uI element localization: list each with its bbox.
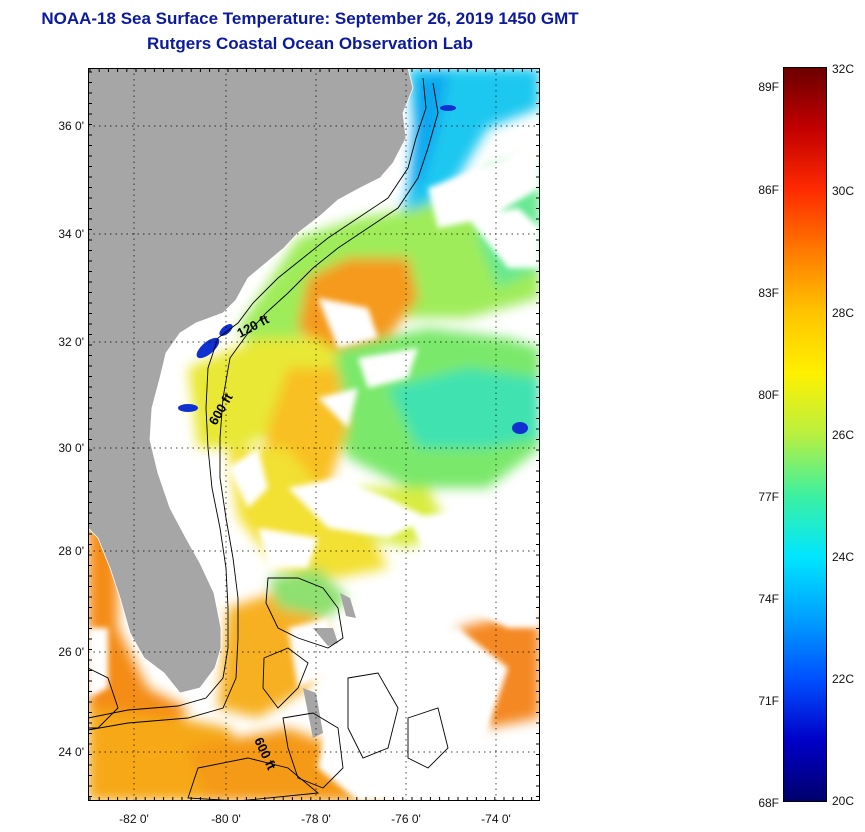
- map-frame: [88, 68, 540, 801]
- cb-f-83: 83F: [758, 286, 779, 300]
- cb-f-80: 80F: [758, 388, 779, 402]
- lon-label-82: -82 0': [119, 812, 149, 826]
- sst-map: 120 ft 600 ft 600 ft: [88, 68, 540, 801]
- cb-f-71: 71F: [758, 694, 779, 708]
- lat-label-32: 32 0': [58, 335, 84, 349]
- lat-label-30: 30 0': [58, 441, 84, 455]
- cb-c-24: 24C: [832, 550, 855, 564]
- cb-f-89: 89F: [758, 80, 779, 94]
- lon-label-78: -78 0': [301, 812, 331, 826]
- lat-label-24: 24 0': [58, 745, 84, 759]
- cb-f-68: 68F: [758, 796, 779, 810]
- lat-label-34: 34 0': [58, 227, 84, 241]
- cb-c-26: 26C: [832, 428, 855, 442]
- cb-f-86: 86F: [758, 183, 779, 197]
- map-title: NOAA-18 Sea Surface Temperature: Septemb…: [41, 9, 579, 28]
- cb-c-22: 22C: [832, 672, 855, 686]
- bathymetry-contours: [88, 77, 449, 801]
- cold-spots: [178, 105, 528, 434]
- frame-ticks: [88, 68, 540, 801]
- land-islands: [168, 563, 356, 738]
- map-subtitle: Rutgers Coastal Ocean Observation Lab: [147, 34, 473, 53]
- lon-label-76: -76 0': [391, 812, 421, 826]
- temperature-colorbar: [783, 67, 827, 802]
- cb-f-77: 77F: [758, 490, 779, 504]
- cloud-gaps: [88, 128, 540, 801]
- land-us-east-coast: [88, 68, 414, 694]
- cb-c-32: 32C: [832, 62, 855, 76]
- lon-label-80: -80 0': [211, 812, 241, 826]
- lat-label-28: 28 0': [58, 544, 84, 558]
- cb-f-74: 74F: [758, 592, 779, 606]
- graticule: [88, 68, 540, 801]
- cb-c-30: 30C: [832, 184, 855, 198]
- cb-c-20: 20C: [832, 794, 855, 808]
- lat-label-36: 36 0': [58, 119, 84, 133]
- cb-c-28: 28C: [832, 306, 855, 320]
- lon-label-74: -74 0': [481, 812, 511, 826]
- lat-label-26: 26 0': [58, 645, 84, 659]
- colorbar-gradient: [783, 67, 827, 802]
